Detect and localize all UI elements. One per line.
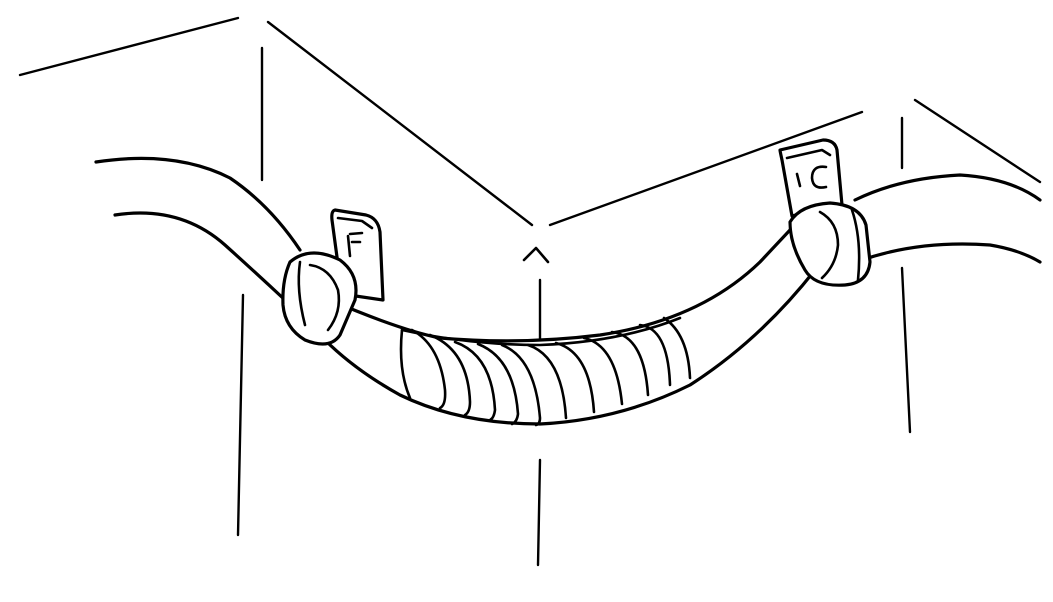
wrap-band-1 — [399, 328, 412, 400]
wrap-band-3 — [428, 333, 472, 417]
harness-left-top-edge — [94, 156, 302, 252]
harness-left-bottom-edge — [113, 211, 287, 302]
ceiling-edge-left — [18, 16, 240, 77]
clamp-ring-right — [788, 201, 872, 287]
bracket-right-tab — [795, 172, 802, 188]
harness-tube — [94, 156, 1042, 426]
wrap-band-2 — [410, 328, 447, 410]
wrap-band-5 — [476, 342, 520, 426]
wrap-band-7 — [526, 343, 568, 420]
bracket-right-hole — [810, 165, 828, 189]
harness-middle-body — [323, 228, 817, 426]
clamp-ring-right-body — [788, 201, 872, 287]
wrap-band-8 — [554, 341, 596, 414]
ceiling-edge-center-right — [548, 110, 864, 227]
harness-right-top-edge — [853, 173, 1042, 202]
wall-edge-center-lower — [536, 458, 542, 567]
bracket-left-hole — [346, 231, 364, 258]
wall-corner — [18, 16, 1042, 567]
harness-right-bottom-edge — [860, 242, 1042, 264]
clamp-ring-left — [281, 251, 358, 346]
clamp-ring-left-front — [308, 263, 341, 332]
wrap-edge-top — [400, 316, 682, 347]
bracket-left-inner — [336, 216, 374, 230]
bracket-right-inner — [785, 148, 832, 160]
ceiling-edge-right — [913, 98, 1042, 184]
wrap-band-11 — [638, 323, 672, 387]
ceiling-edge-center-left — [266, 20, 534, 227]
wrap-band-4 — [453, 340, 497, 422]
wrap-band-6 — [500, 343, 542, 427]
wrap-band-10 — [610, 330, 650, 397]
clamp-ring-left-edge — [297, 260, 307, 327]
clamp-ring-right-front — [818, 210, 840, 280]
clamp-ring-left-body — [281, 251, 358, 346]
spiral-wrap — [399, 316, 692, 427]
wall-edge-right-lower — [900, 266, 912, 434]
wall-edge-left-lower — [236, 293, 245, 537]
corner-tick — [522, 246, 550, 264]
clamp-ring-right-edge — [850, 208, 861, 282]
